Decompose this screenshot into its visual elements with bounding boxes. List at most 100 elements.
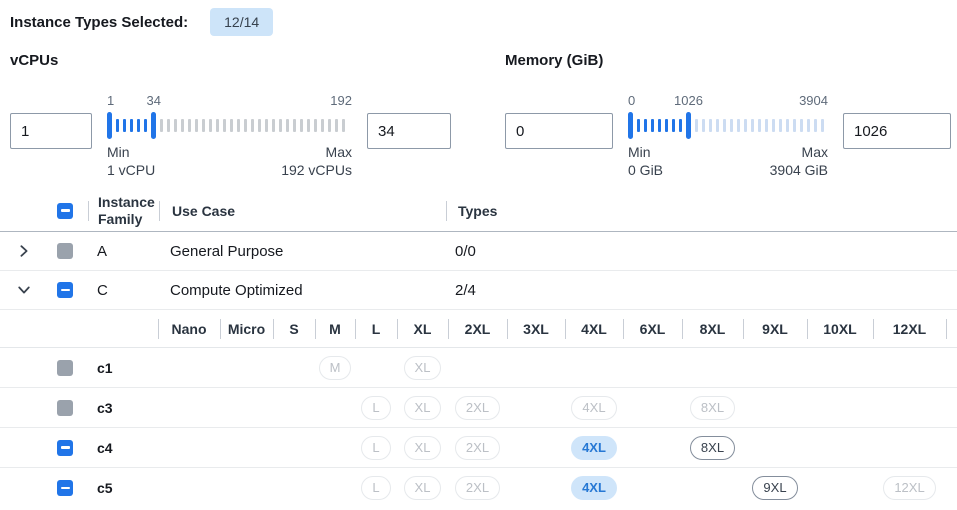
slider-tick xyxy=(321,118,324,132)
slider-tick xyxy=(807,118,810,132)
row-expander[interactable] xyxy=(12,239,36,263)
slider-tick xyxy=(265,118,268,132)
slider-scale-label: 192 xyxy=(330,93,352,108)
family-row-C: C Compute Optimized 2/4 xyxy=(0,271,957,310)
instance-name: c4 xyxy=(97,439,113,456)
family-checkbox-A xyxy=(57,243,73,259)
slider-tick xyxy=(758,118,761,132)
size-pill-c4-l: L xyxy=(361,435,391,460)
size-pill-c4-8xl[interactable]: 8XL xyxy=(689,435,736,460)
vcpus-title: vCPUs xyxy=(10,52,59,69)
slider-tick xyxy=(160,118,163,132)
slider-tick xyxy=(779,118,782,132)
instance-family-table: Instance Family Use Case Types A General … xyxy=(0,190,957,508)
slider-upper-handle[interactable] xyxy=(151,111,156,139)
minus-icon xyxy=(60,486,70,490)
slider-tick xyxy=(167,118,170,132)
slider-scale-label: 3904 xyxy=(799,93,828,108)
memory-min-label: Min xyxy=(628,144,651,160)
slider-tick xyxy=(765,118,768,132)
slider-tick xyxy=(195,118,198,132)
selection-count-badge: 12/14 xyxy=(210,8,274,36)
size-pill-c5-xl: XL xyxy=(403,476,442,500)
vcpus-slider[interactable]: 1 34 192 Min Max 1 vCPU 192 vCPUs xyxy=(107,93,352,178)
slider-lower-handle[interactable] xyxy=(107,111,112,139)
size-pill-c5-2xl: 2XL xyxy=(454,476,501,500)
vcpus-min-input[interactable] xyxy=(10,113,92,149)
slider-tick xyxy=(651,118,654,132)
size-column-header-3xl: 3XL xyxy=(507,310,565,347)
slider-lower-handle[interactable] xyxy=(628,111,633,139)
slider-tick xyxy=(130,118,133,132)
vcpus-min-value: 1 vCPU xyxy=(107,162,156,179)
family-row-A: A General Purpose 0/0 xyxy=(0,232,957,271)
instance-checkbox-c4[interactable] xyxy=(57,439,73,456)
size-column-header-m: M xyxy=(315,310,355,347)
slider-scale-label: 1 xyxy=(107,93,115,108)
slider-tick xyxy=(251,118,254,132)
slider-tick xyxy=(244,118,247,132)
slider-tick xyxy=(272,118,275,132)
slider-tick xyxy=(744,118,747,132)
memory-slider-track xyxy=(628,111,828,139)
vcpus-slider-scale: 1 34 192 xyxy=(107,93,352,109)
slider-scale-label: 0 xyxy=(628,93,636,108)
size-column-header-nano: Nano xyxy=(158,310,220,347)
slider-tick xyxy=(751,118,754,132)
size-pill-c4-4xl[interactable]: 4XL xyxy=(571,435,617,460)
instance-checkbox-c3 xyxy=(57,399,73,416)
vcpus-slider-track xyxy=(107,111,352,139)
slider-tick xyxy=(293,118,296,132)
slider-tick xyxy=(800,118,803,132)
row-expander[interactable] xyxy=(12,278,36,302)
slider-tick xyxy=(307,118,310,132)
instance-name: c5 xyxy=(97,480,113,496)
memory-max-input[interactable] xyxy=(843,113,951,149)
memory-min-value: 0 GiB xyxy=(628,162,664,179)
vcpus-max-value: 192 vCPUs xyxy=(281,162,352,179)
family-name: A xyxy=(97,242,108,260)
chevron-right-icon xyxy=(20,245,28,257)
slider-tick xyxy=(314,118,317,132)
use-case: General Purpose xyxy=(170,242,284,260)
slider-tick xyxy=(730,118,733,132)
instance-checkbox-c5[interactable] xyxy=(57,480,73,496)
slider-tick xyxy=(300,118,303,132)
slider-tick xyxy=(793,118,796,132)
instance-row-c4: c4 L XL 2XL 4XL 8XL xyxy=(0,428,957,468)
size-pill-c5-l: L xyxy=(361,476,391,500)
slider-tick xyxy=(658,118,661,132)
minus-icon xyxy=(60,446,70,449)
slider-tick xyxy=(202,118,205,132)
memory-max-value: 3904 GiB xyxy=(769,162,828,179)
slider-tick xyxy=(174,118,177,132)
size-pill-c5-9xl[interactable]: 9XL xyxy=(752,476,798,500)
memory-min-input[interactable] xyxy=(505,113,613,149)
size-pill-c3-l: L xyxy=(361,395,391,420)
family-checkbox-C[interactable] xyxy=(57,282,73,298)
column-header-types: Types xyxy=(458,202,498,219)
slider-tick xyxy=(237,118,240,132)
size-column-header-s: S xyxy=(273,310,315,347)
select-all-checkbox[interactable] xyxy=(57,202,73,219)
column-divider xyxy=(159,200,160,221)
size-pill-c4-2xl: 2XL xyxy=(454,435,501,460)
slider-tick xyxy=(665,118,668,132)
slider-tick xyxy=(644,118,647,132)
memory-slider[interactable]: 0 1026 3904 Min Max 0 GiB 3904 GiB xyxy=(628,93,828,178)
selection-summary: Instance Types Selected: 12/14 xyxy=(10,8,274,36)
instance-row-c1: c1 M XL xyxy=(0,348,957,388)
slider-tick xyxy=(209,118,212,132)
memory-slider-scale: 0 1026 3904 xyxy=(628,93,828,109)
slider-tick xyxy=(695,118,698,132)
slider-tick xyxy=(258,118,261,132)
slider-tick xyxy=(709,118,712,132)
slider-tick xyxy=(786,118,789,132)
slider-tick xyxy=(279,118,282,132)
vcpus-max-input[interactable] xyxy=(367,113,451,149)
slider-upper-handle[interactable] xyxy=(686,111,691,139)
instance-name: c1 xyxy=(97,359,113,376)
size-column-header-4xl: 4XL xyxy=(565,310,623,347)
size-pill-c5-4xl[interactable]: 4XL xyxy=(571,476,617,500)
